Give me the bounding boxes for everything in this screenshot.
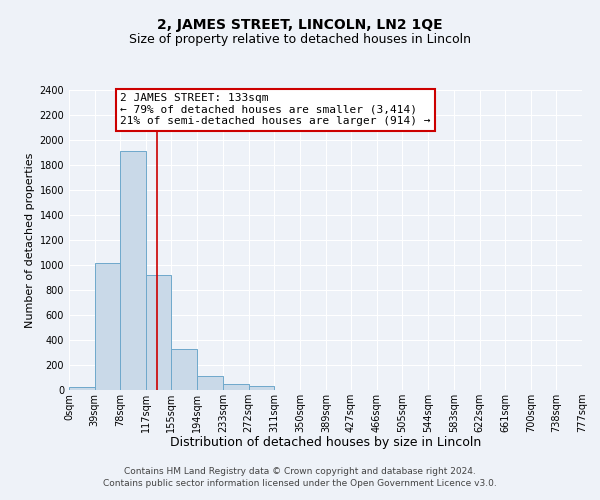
Bar [197, 376, 223, 390]
Text: Size of property relative to detached houses in Lincoln: Size of property relative to detached ho… [129, 32, 471, 46]
Y-axis label: Number of detached properties: Number of detached properties [25, 152, 35, 328]
Bar [121, 151, 146, 390]
Bar [69, 387, 95, 390]
Bar [146, 275, 172, 390]
Bar [248, 386, 274, 390]
Bar [172, 350, 197, 390]
Text: 2 JAMES STREET: 133sqm
← 79% of detached houses are smaller (3,414)
21% of semi-: 2 JAMES STREET: 133sqm ← 79% of detached… [121, 93, 431, 126]
Text: 2, JAMES STREET, LINCOLN, LN2 1QE: 2, JAMES STREET, LINCOLN, LN2 1QE [157, 18, 443, 32]
X-axis label: Distribution of detached houses by size in Lincoln: Distribution of detached houses by size … [170, 436, 481, 450]
Bar [223, 384, 248, 390]
Text: Contains HM Land Registry data © Crown copyright and database right 2024.
Contai: Contains HM Land Registry data © Crown c… [103, 466, 497, 487]
Bar [95, 262, 121, 390]
